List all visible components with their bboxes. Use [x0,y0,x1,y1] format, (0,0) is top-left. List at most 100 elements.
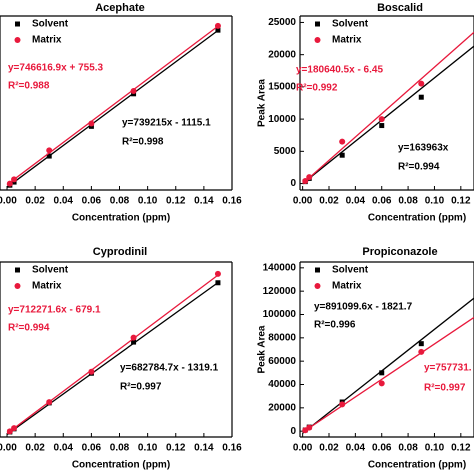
y-tick-label: 40000 [268,379,296,390]
annotation: y=180640.5x - 6.45 [296,65,383,76]
y-tick-label: 0 [290,178,296,189]
x-tick-label: 0.08 [398,443,418,454]
point [46,399,53,406]
x-tick-label: 0.00 [293,443,313,454]
legend-label: Matrix [32,35,62,46]
plot-area [6,22,221,188]
point [339,138,346,145]
point [379,123,385,129]
y-axis-title: Peak Area [257,79,268,127]
legend-marker [314,37,321,43]
annotation: R²=0.996 [314,320,356,331]
annotation: y=712271.6x - 679.1 [8,305,101,316]
x-tick-label: 0.06 [372,443,392,454]
point [306,424,313,431]
y-tick-label: 10000 [268,114,296,125]
point [11,425,18,432]
point [130,87,137,94]
y-tick-label: 0 [290,426,296,437]
panel: Acephate Concentration (ppm) 0.00 0.02 0.04 0… [0,2,242,224]
legend-label: Solvent [332,265,369,276]
point [418,341,424,347]
point [302,177,309,184]
annotation: R²=0.998 [122,137,164,148]
legend-marker [15,21,20,27]
x-tick-label: 0.10 [138,443,158,454]
legend-marker [14,283,21,289]
panel: Cyprodinil Concentration (ppm) 0.00 0.02 0.0… [0,246,242,471]
legend-marker [15,267,20,273]
y-tick-label: 120000 [263,286,297,297]
legend-marker [315,21,320,27]
x-tick-label: 0.02 [25,196,45,207]
x-tick-label: 0.12 [451,196,471,207]
annotation: R²=0.994 [398,162,440,173]
plot-frame [299,261,474,438]
y-tick-label: 80000 [268,332,296,343]
x-tick-label: 0.00 [293,196,313,207]
annotation: y=739215x - 1115.1 [122,118,211,129]
x-tick-label: 0.08 [398,196,418,207]
x-tick-label: 0.06 [82,443,102,454]
point [46,153,52,159]
x-axis-title: Concentration (ppm) [72,213,170,224]
legend-label: Solvent [332,19,369,30]
x-tick-label: 0.16 [222,196,242,207]
point [131,339,137,345]
y-tick-label: 140000 [263,262,297,273]
point [88,368,95,375]
legend-label: Solvent [32,19,69,30]
legend-label: Matrix [32,281,62,292]
x-tick-label: 0.08 [110,196,130,207]
legend-marker [14,37,21,43]
x-tick-label: 0.12 [166,443,186,454]
y-tick-label: 20000 [268,402,296,413]
fit-line [6,274,219,435]
annotation: R²=0.994 [8,323,50,334]
x-axis-title: Concentration (ppm) [368,460,466,471]
x-tick-label: 0.14 [194,443,214,454]
x-tick-label: 0.12 [451,443,471,454]
plot-frame [0,15,233,191]
x-tick-label: 0.12 [166,196,186,207]
x-tick-label: 0.08 [110,443,130,454]
x-axis-title: Concentration (ppm) [72,460,170,471]
x-tick-label: 0.04 [54,443,74,454]
fit-line [302,316,474,433]
point [418,94,424,100]
point [339,152,345,158]
plot-area [302,297,474,434]
fit-line [302,45,474,185]
point [88,120,95,127]
fit-line [302,297,474,434]
legend-label: Matrix [332,35,362,46]
annotation: R²=0.997 [120,382,162,393]
plot-area [6,270,221,436]
point [215,280,221,286]
x-tick-label: 0.10 [425,196,445,207]
point [339,401,346,408]
x-tick-label: 0.02 [25,443,45,454]
x-tick-label: 0.16 [222,443,242,454]
legend-marker [315,267,320,273]
y-tick-label: 25000 [268,17,296,28]
y-tick-label: 60000 [268,356,296,367]
y-tick-label: 15000 [268,82,296,93]
y-tick-label: 20000 [268,49,296,60]
plot-frame [299,15,474,191]
point [6,428,13,435]
x-tick-label: 0.00 [0,443,17,454]
x-tick-label: 0.06 [82,196,102,207]
point [306,174,313,181]
x-tick-label: 0.02 [319,196,339,207]
annotation: R²=0.992 [296,83,338,94]
x-axis-title: Concentration (ppm) [368,213,466,224]
chart-title: Propiconazole [362,246,437,258]
plot-area [302,31,474,185]
chart-title: Cyprodinil [93,246,147,258]
fit-line [302,31,474,185]
chart-title: Acephate [95,2,145,14]
point [379,370,385,376]
